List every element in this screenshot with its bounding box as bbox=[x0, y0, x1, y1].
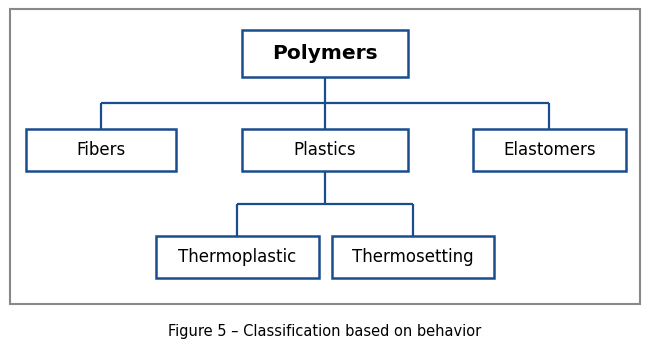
Text: Thermosetting: Thermosetting bbox=[352, 248, 474, 266]
FancyBboxPatch shape bbox=[26, 129, 176, 171]
FancyBboxPatch shape bbox=[242, 129, 408, 171]
FancyBboxPatch shape bbox=[10, 9, 640, 304]
Text: Polymers: Polymers bbox=[272, 44, 378, 63]
FancyBboxPatch shape bbox=[156, 236, 318, 278]
FancyBboxPatch shape bbox=[242, 30, 408, 77]
Text: Fibers: Fibers bbox=[76, 141, 125, 159]
Text: Figure 5 – Classification based on behavior: Figure 5 – Classification based on behav… bbox=[168, 324, 482, 339]
Text: Plastics: Plastics bbox=[294, 141, 356, 159]
Text: Thermoplastic: Thermoplastic bbox=[178, 248, 296, 266]
FancyBboxPatch shape bbox=[332, 236, 494, 278]
Text: Elastomers: Elastomers bbox=[503, 141, 595, 159]
FancyBboxPatch shape bbox=[473, 129, 625, 171]
